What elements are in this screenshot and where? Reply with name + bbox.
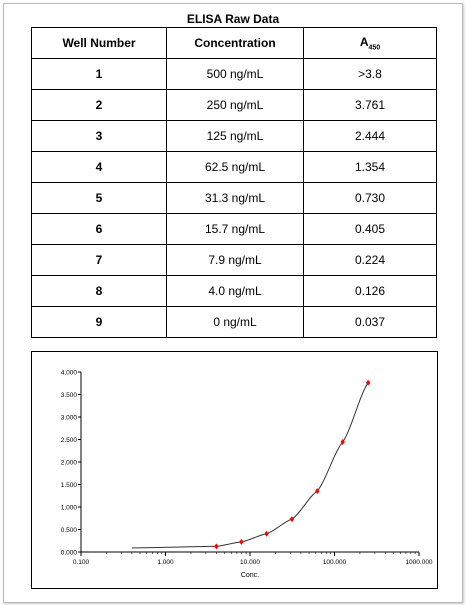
- header-well-number: Well Number: [31, 27, 167, 59]
- concentration-cell: 0 ng/mL: [166, 306, 304, 338]
- y-tick-label: 1.500: [61, 482, 78, 489]
- concentration-cell: 4.0 ng/mL: [166, 275, 304, 307]
- concentration-cell: 500 ng/mL: [166, 58, 304, 90]
- table-row: 2 250 ng/mL 3.761: [31, 89, 437, 121]
- well-number-cell: 2: [31, 89, 167, 121]
- absorbance-cell: 0.126: [303, 275, 437, 307]
- absorbance-cell: 0.224: [303, 244, 437, 276]
- concentration-cell: 250 ng/mL: [166, 89, 304, 121]
- data-point: [239, 538, 244, 545]
- x-tick-label: 0.100: [73, 559, 90, 566]
- y-tick-label: 4.000: [61, 370, 78, 377]
- absorbance-cell: 0.405: [303, 213, 437, 245]
- x-tick-label: 10.000: [240, 559, 260, 566]
- header-absorbance-wavelength: 450: [368, 44, 381, 52]
- concentration-cell: 31.3 ng/mL: [166, 182, 304, 214]
- well-number-cell: 3: [31, 120, 167, 152]
- well-number-cell: 9: [31, 306, 167, 338]
- table-row: 7 7.9 ng/mL 0.224: [31, 244, 437, 276]
- table-row: 6 15.7 ng/mL 0.405: [31, 213, 437, 245]
- well-number-cell: 8: [31, 275, 167, 307]
- table-row: 1 500 ng/mL >3.8: [31, 58, 437, 90]
- fit-curve: [131, 382, 369, 549]
- data-point: [315, 488, 320, 495]
- y-tick-label: 1.000: [61, 505, 78, 512]
- table-row: 4 62.5 ng/mL 1.354: [31, 151, 437, 183]
- well-number-cell: 4: [31, 151, 167, 183]
- y-tick-label: 3.000: [61, 415, 78, 422]
- y-tick-label: 2.500: [61, 437, 78, 444]
- chart-frame: 0.000 0.500 1.000 1.500 2.000 2.500 3.000 3.500…: [31, 351, 438, 589]
- x-tick-label: 1.000: [157, 559, 174, 566]
- elisa-data-table: Well Number Concentration A450 1 500 ng/m…: [31, 27, 437, 338]
- concentration-cell: 15.7 ng/mL: [166, 213, 304, 245]
- absorbance-cell: 0.730: [303, 182, 437, 214]
- absorbance-cell: 3.761: [303, 89, 437, 121]
- x-axis-label: Conc.: [241, 572, 259, 579]
- header-absorbance-label: A: [359, 34, 369, 49]
- header-concentration: Concentration: [166, 27, 304, 59]
- y-tick-label: 0.000: [61, 550, 78, 557]
- concentration-cell: 7.9 ng/mL: [166, 244, 304, 276]
- well-number-cell: 5: [31, 182, 167, 214]
- table-row: 3 125 ng/mL 2.444: [31, 120, 437, 152]
- well-number-cell: 1: [31, 58, 167, 90]
- absorbance-cell: 2.444: [303, 120, 437, 152]
- table-row: 5 31.3 ng/mL 0.730: [31, 182, 437, 214]
- y-tick-label: 2.000: [61, 460, 78, 467]
- well-number-cell: 7: [31, 244, 167, 276]
- standard-curve-chart: 0.000 0.500 1.000 1.500 2.000 2.500 3.000 3.500…: [61, 370, 433, 580]
- data-point: [340, 439, 345, 446]
- header-absorbance: A450: [303, 27, 437, 59]
- y-tick-label: 3.500: [61, 392, 78, 399]
- data-point: [365, 379, 371, 386]
- data-point: [289, 516, 295, 523]
- concentration-cell: 125 ng/mL: [166, 120, 304, 152]
- data-point: [264, 530, 269, 537]
- page-title: ELISA Raw Data: [186, 12, 280, 26]
- concentration-cell: 62.5 ng/mL: [166, 151, 304, 183]
- absorbance-cell: >3.8: [303, 58, 437, 90]
- y-tick-label: 0.500: [61, 527, 78, 534]
- data-point: [214, 543, 219, 550]
- absorbance-cell: 1.354: [303, 151, 437, 183]
- table-header-row: Well Number Concentration A450: [31, 27, 437, 59]
- table-row: 8 4.0 ng/mL 0.126: [31, 275, 437, 307]
- x-tick-label: 1000.000: [405, 559, 432, 566]
- x-tick-label: 100.000: [323, 559, 347, 566]
- well-number-cell: 6: [31, 213, 167, 245]
- absorbance-cell: 0.037: [303, 306, 437, 338]
